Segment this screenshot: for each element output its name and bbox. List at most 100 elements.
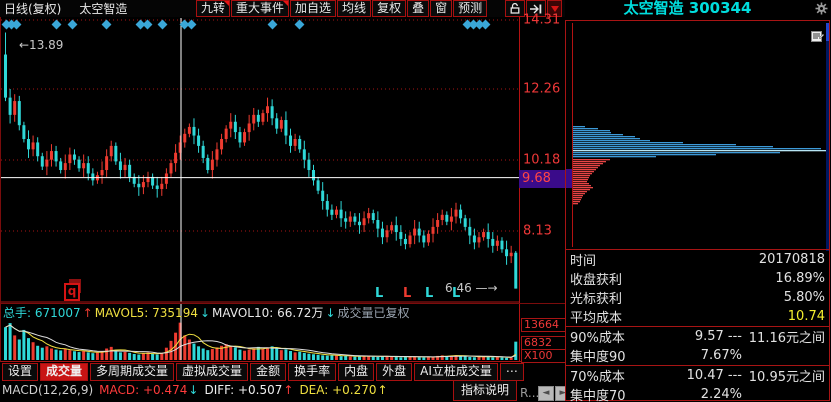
trend-arrow-icon: ↓ xyxy=(188,383,199,397)
trend-arrow-icon: ↓ xyxy=(325,306,336,320)
volume-bar xyxy=(215,347,219,360)
volume-bar xyxy=(109,346,113,360)
toolbar-button-major-events[interactable]: 重大事件 xyxy=(231,0,290,17)
candle xyxy=(321,182,325,210)
volume-header: 总手: 671007 ↑ MAVOL5: 735194 ↓ MAVOL10: 66.72… xyxy=(3,304,412,321)
toolbar-button-nine-turn[interactable]: 九转 xyxy=(196,0,231,17)
indicator-help-button[interactable]: 指标说明 xyxy=(453,380,517,401)
volume-bar xyxy=(146,352,150,360)
volume-bar xyxy=(72,351,76,360)
volume-bar xyxy=(482,356,486,360)
candle xyxy=(206,154,210,174)
candle xyxy=(505,240,509,265)
volume-stat: 成交量已复权 xyxy=(337,306,410,320)
chip-bar-loss xyxy=(573,195,583,197)
candle xyxy=(495,235,499,252)
chip-settings-icon[interactable] xyxy=(811,30,824,43)
candle xyxy=(100,161,104,184)
volume-bar xyxy=(454,355,458,360)
candle xyxy=(385,225,389,243)
candle xyxy=(468,218,472,245)
volume-bar xyxy=(26,338,30,360)
tab-虚拟成交量[interactable]: 虚拟成交量 xyxy=(176,363,249,381)
volume-bar xyxy=(316,354,320,360)
stock-name-label[interactable]: 太空智造 xyxy=(79,2,128,16)
volume-bar xyxy=(302,352,306,360)
stat-mid-value: 9.57 --- xyxy=(694,329,742,344)
toolbar-button-adjust[interactable]: 复权 xyxy=(372,0,407,17)
toolbar-button-forecast[interactable]: 预测 xyxy=(453,0,488,17)
volume-bar xyxy=(339,356,343,360)
volume-bar xyxy=(321,355,325,360)
volume-pane[interactable]: 总手: 671007 ↑ MAVOL5: 735194 ↓ MAVOL10: 66.72… xyxy=(0,303,567,363)
tab-设置[interactable]: 设置 xyxy=(2,363,39,381)
tab-金额[interactable]: 金额 xyxy=(250,363,287,381)
candle xyxy=(13,94,17,122)
gear-icon[interactable] xyxy=(815,2,828,15)
stat-value: 20170818 xyxy=(758,252,825,267)
tab-AI立桩成交量[interactable]: AI立桩成交量 xyxy=(414,363,498,381)
status-item: MACD: +0.474 xyxy=(99,383,188,397)
panel-scrollbar[interactable] xyxy=(826,23,829,251)
tab-⋯[interactable]: ⋯ xyxy=(499,363,524,381)
arrow-to-bar-glyph xyxy=(530,4,542,13)
tab-成交量[interactable]: 成交量 xyxy=(40,363,89,381)
candle xyxy=(40,152,44,171)
panel-scrollbar-thumb[interactable] xyxy=(826,23,829,41)
volume-bar xyxy=(256,346,260,360)
toolbar-button-overlay[interactable]: 叠 xyxy=(407,0,430,17)
prev-indicator-button[interactable]: ◄ xyxy=(538,386,554,401)
candle xyxy=(36,137,40,162)
volume-bar xyxy=(293,352,297,360)
tab-外盘[interactable]: 外盘 xyxy=(376,363,413,381)
price-tick: 10.18 xyxy=(523,152,561,168)
tab-换手率[interactable]: 换手率 xyxy=(288,363,337,381)
volume-bar xyxy=(54,349,58,360)
unlock-icon[interactable] xyxy=(505,0,525,17)
stat-mid-value: 7.67% xyxy=(700,348,742,363)
chip-distribution-panel: 时间 20170818 收盘获利 16.89% 光标获利 5.80% 平均成本 10.74 90… xyxy=(565,20,830,402)
toolbar-button-add-watchlist[interactable]: 加自选 xyxy=(290,0,337,17)
candle xyxy=(413,219,417,245)
tab-内盘[interactable]: 内盘 xyxy=(338,363,375,381)
volume-bar xyxy=(183,335,187,360)
chevron-down-icon[interactable] xyxy=(547,0,562,17)
candle xyxy=(376,211,380,238)
candle xyxy=(72,149,76,165)
goto-latest-icon[interactable] xyxy=(526,0,546,17)
stat-value: 10.95元之间 xyxy=(748,370,825,385)
candle xyxy=(514,251,518,289)
candle xyxy=(431,218,435,243)
volume-chart xyxy=(4,304,518,360)
tab-多周期成交量[interactable]: 多周期成交量 xyxy=(90,363,175,381)
period-high-callout: ←13.89 xyxy=(19,38,64,52)
candle xyxy=(440,209,444,226)
candle xyxy=(123,157,127,177)
status-item: MACD(12,26,9) xyxy=(2,383,94,397)
stat-mid-value: 2.24% xyxy=(700,387,742,402)
volume-bar xyxy=(4,327,7,360)
candle xyxy=(500,237,504,253)
volume-bar xyxy=(403,356,407,360)
candle xyxy=(289,128,293,153)
toolbar-button-window[interactable]: 窗 xyxy=(430,0,453,17)
chip-bar-profit xyxy=(573,126,585,128)
status-bar: MACD(12,26,9) MACD: +0.474↓ DIFF: +0.507↑ D… xyxy=(2,380,571,402)
candle xyxy=(482,228,486,241)
chip-bar-loss xyxy=(573,187,593,189)
candle xyxy=(252,107,256,131)
status-item: DIFF: +0.507 xyxy=(204,383,283,397)
chip-bar-loss xyxy=(573,163,603,165)
chip-bar-loss xyxy=(573,185,591,187)
chip-bar-loss xyxy=(573,175,590,177)
status-item: DEA: +0.270 xyxy=(299,383,377,397)
period-label[interactable]: 日线(复权) xyxy=(4,2,62,16)
chip-bar-loss xyxy=(573,191,587,193)
toolbar-button-ma-lines[interactable]: 均线 xyxy=(337,0,372,17)
candle xyxy=(261,109,265,126)
candle xyxy=(348,211,352,227)
candle xyxy=(31,135,35,157)
volume-bar xyxy=(357,356,361,360)
volume-bar xyxy=(192,343,196,360)
